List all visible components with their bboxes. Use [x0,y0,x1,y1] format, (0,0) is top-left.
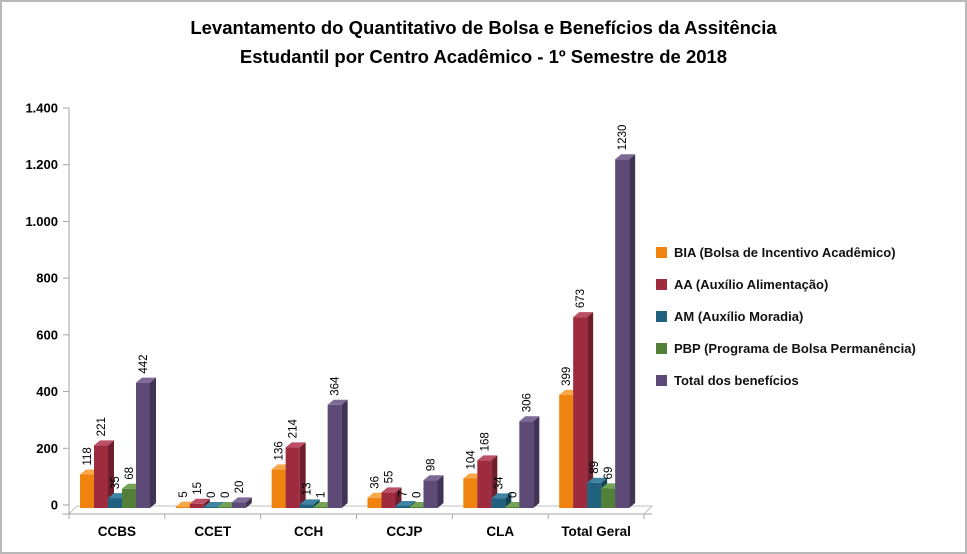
bar-value-label: 36 [369,476,381,489]
bar-value-label: 0 [411,492,423,498]
bar-value-label: 13 [302,483,314,496]
bar-AA-Total-Geral [573,312,594,508]
bar-Total-CCBS [136,377,156,508]
legend-series-label: AA (Auxílio Alimentação) [674,277,829,292]
legend-color-swatch-icon [656,311,667,322]
bar-value-label: 0 [206,492,218,498]
bar-value-label: 20 [234,481,246,494]
y-axis-tick-label: 600 [36,327,58,342]
y-axis-tick-label: 400 [36,384,58,399]
y-axis-tick-label: 800 [36,271,58,286]
bar-value-label: 221 [96,417,108,436]
bar-value-label: 214 [288,419,300,439]
bar-value-label: 34 [493,476,505,489]
legend-item: Total dos benefícios [656,373,961,388]
bar-value-label: 0 [507,492,519,498]
bar-value-label: 1 [316,492,328,498]
bar-value-label: 399 [561,367,573,386]
bar-value-label: 69 [603,467,615,480]
legend-color-swatch-icon [656,375,667,386]
x-axis-category-label: CCH [294,524,323,539]
bar-value-label: 306 [521,393,533,412]
bar-value-label: 35 [110,476,122,489]
bars [80,154,636,508]
y-axis-tick-label: 200 [36,441,58,456]
bar-value-label: 104 [465,450,477,470]
bar-Total-Total-Geral [615,154,636,508]
bar-value-label: 136 [274,441,286,460]
bar-Total-CLA [519,416,540,508]
y-axis-tick-label: 1.200 [25,157,58,172]
x-axis: CCBS CCET CCH CCJP CLA Total Geral [68,514,645,539]
bar-value-label: 118 [82,447,94,465]
legend-series-label: BIA (Bolsa de Incentivo Acadêmico) [674,245,896,260]
bar-value-label: 98 [425,458,437,471]
bar-value-label: 68 [124,467,136,480]
x-axis-category-label: CCET [194,524,232,539]
legend-series-label: AM (Auxílio Moradia) [674,309,804,324]
bar-value-label: 55 [383,471,395,484]
x-axis-category-label: CCBS [98,524,136,539]
legend-item: PBP (Programa de Bolsa Permanência) [656,341,961,356]
legend-item: AM (Auxílio Moradia) [656,309,961,324]
bar-value-label: 442 [138,354,150,373]
y-axis-tick-label: 1.400 [25,101,58,116]
legend-item: BIA (Bolsa de Incentivo Acadêmico) [656,245,961,260]
bar-value-label: 168 [479,432,491,451]
x-axis-category-label: CLA [486,524,514,539]
bar-value-label: 1230 [617,125,629,151]
bar-AA-CCET [189,498,210,508]
legend-color-swatch-icon [656,343,667,354]
bar-value-label: 0 [220,492,232,498]
bar-value-label: 15 [192,482,204,495]
x-axis-category-label: CCJP [386,524,422,539]
bar-AA-CCBS [94,440,114,508]
bar-value-label: 7 [397,491,409,497]
chart-title: Levantamento do Quantitativo de Bolsa e … [190,17,777,67]
x-axis-category-label: Total Geral [561,524,631,539]
bar-AA-CCH [285,442,306,508]
legend-color-swatch-icon [656,279,667,290]
y-axis-tick-label: 0 [51,498,58,513]
y-axis-tick-label: 1.000 [25,214,58,229]
bar-value-label: 673 [575,289,587,308]
bar-value-label: 364 [330,376,342,396]
legend-series-label: Total dos benefícios [674,373,799,388]
legend-color-swatch-icon [656,247,667,258]
bar-value-label: 89 [589,461,601,474]
bar-Total-CCET [231,497,252,508]
legend-item: AA (Auxílio Alimentação) [656,277,961,292]
bar-value-label: 5 [178,491,190,497]
y-axis: 0 200 400 600 800 1.000 1.200 1.400 [25,101,69,513]
bar-Total-CCJP [423,475,444,508]
bar-Total-CCH [327,399,348,508]
bar-AM-CLA [491,493,512,508]
legend: BIA (Bolsa de Incentivo Acadêmico) AA (Au… [656,245,961,388]
legend-series-label: PBP (Programa de Bolsa Permanência) [674,341,916,356]
